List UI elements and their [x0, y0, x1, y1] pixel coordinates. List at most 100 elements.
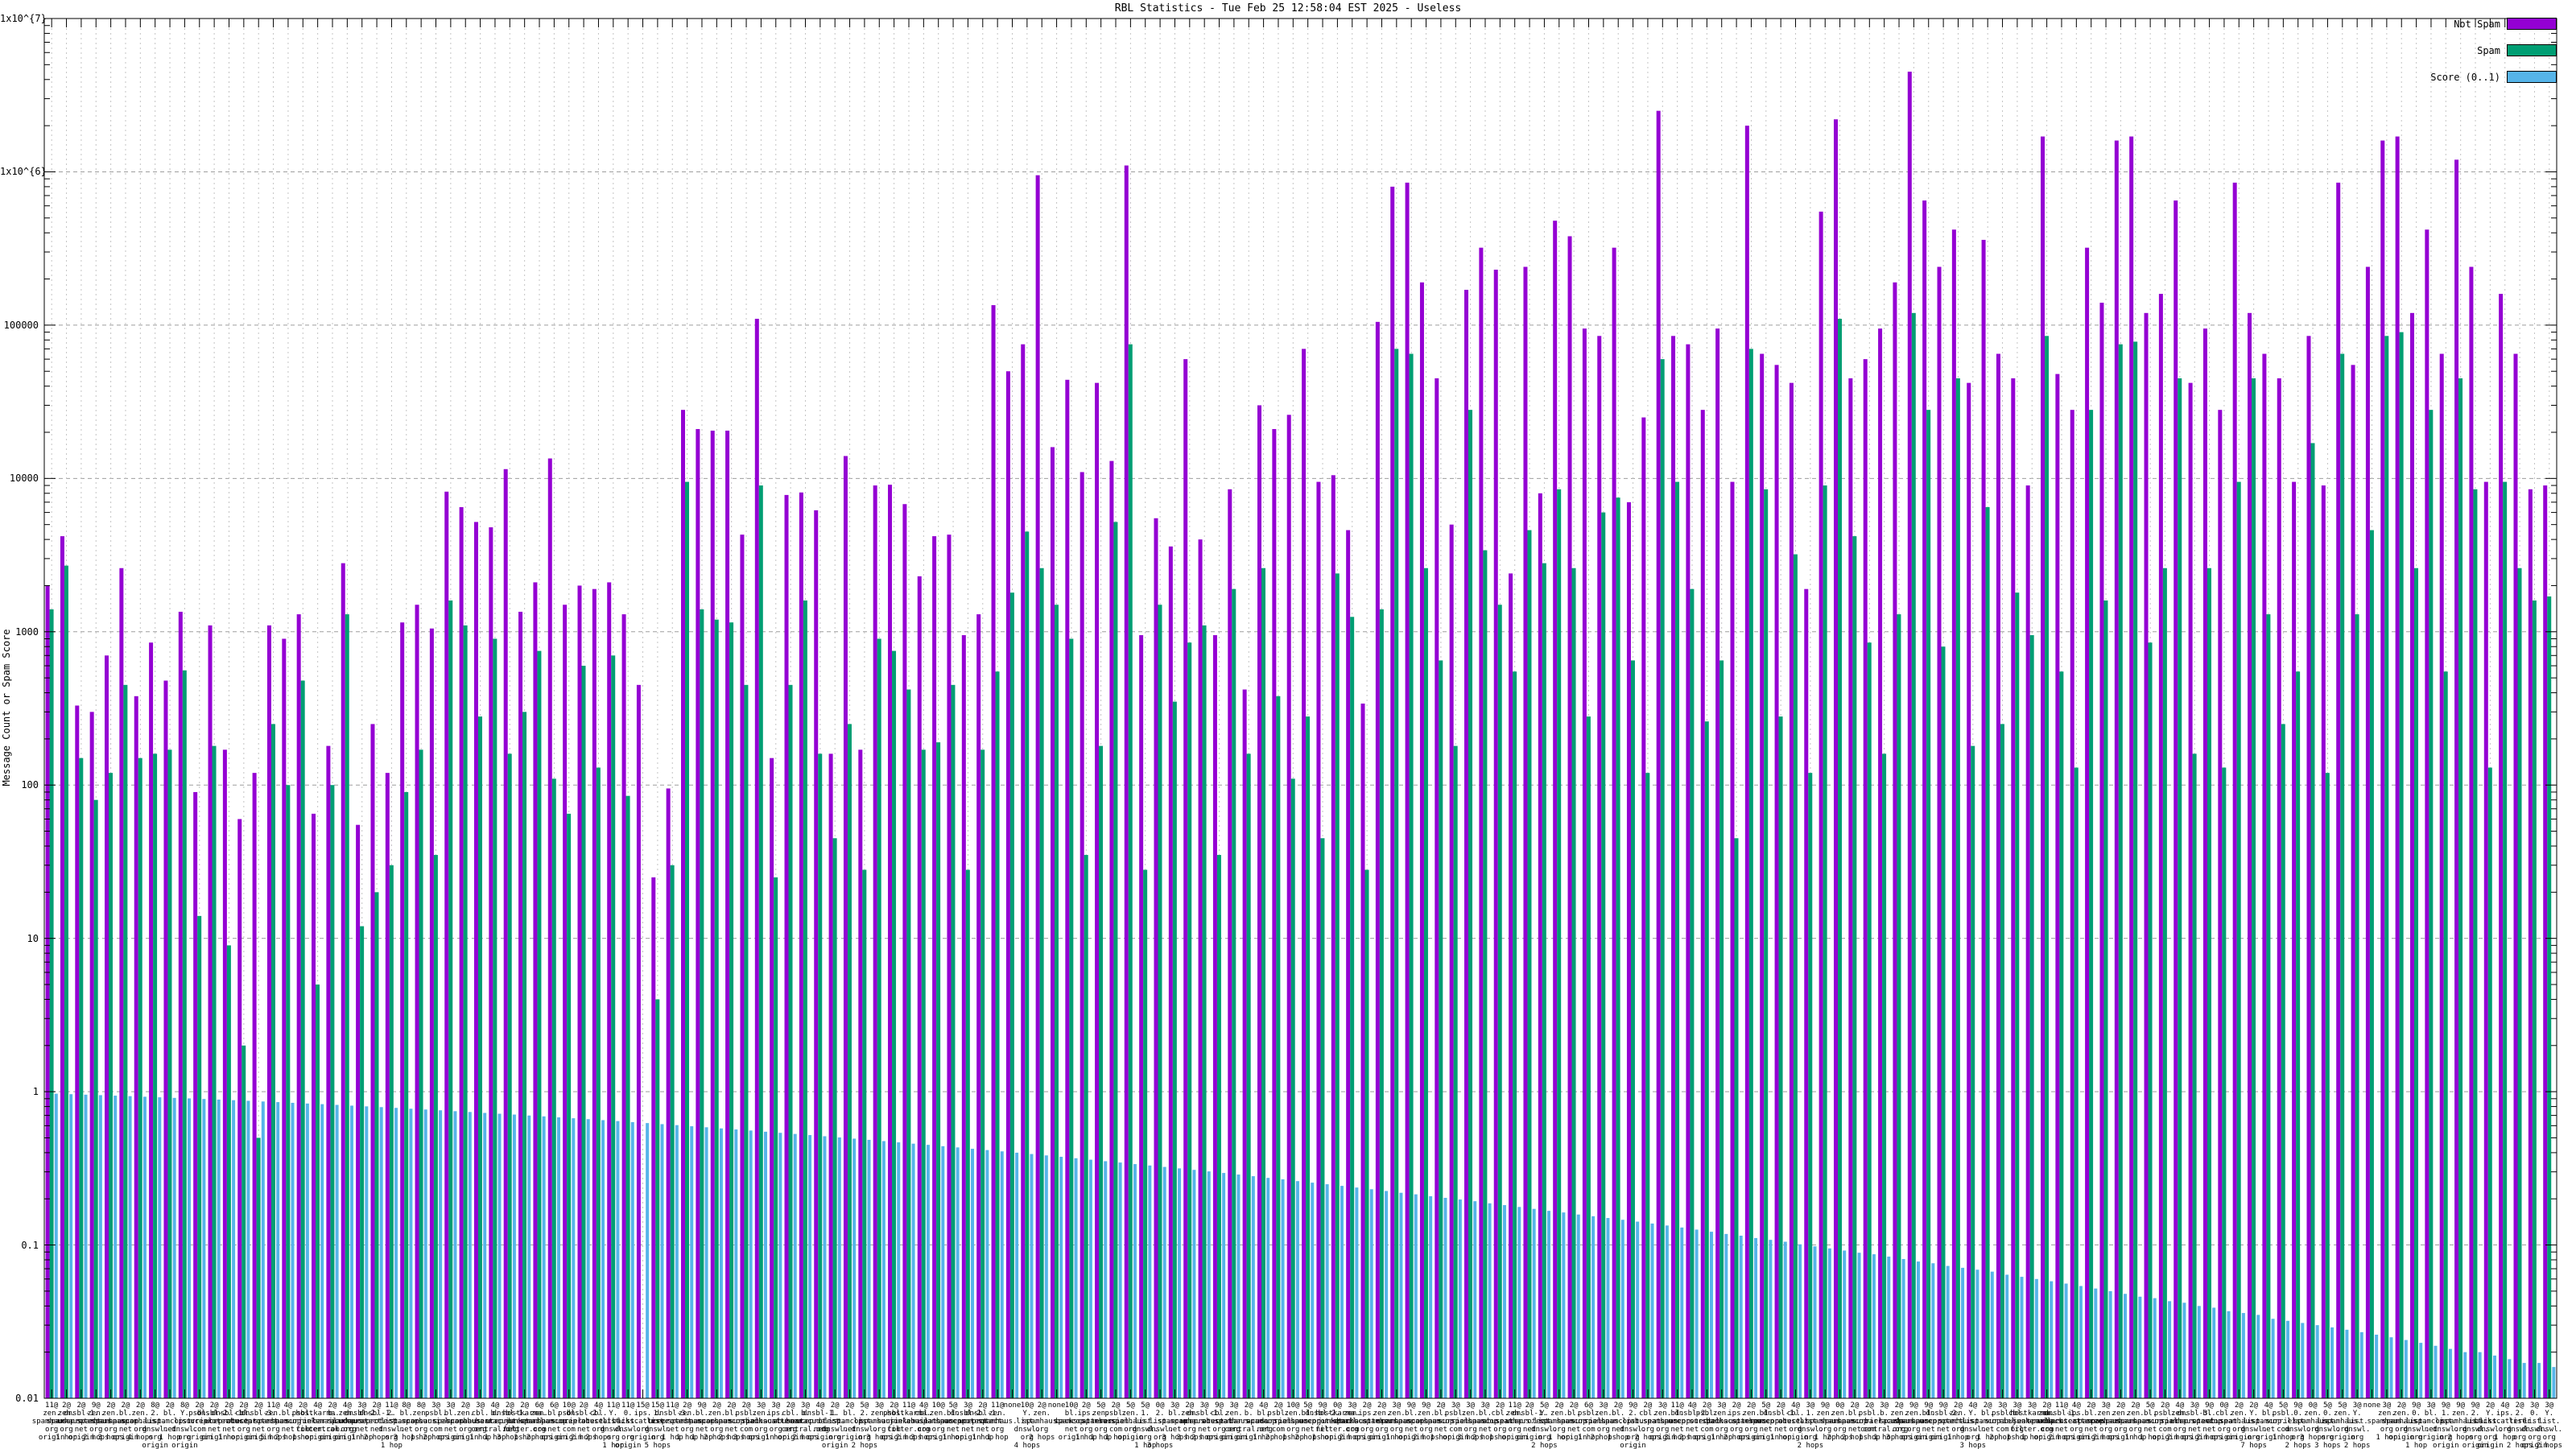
bar-not-spam: [991, 305, 996, 1399]
x-tick-label: 3@ zen. spamhaus. org 1 hop: [2367, 1402, 2407, 1442]
bar-not-spam: [1272, 428, 1277, 1398]
x-tick-label: 2@ zen. spamhaus. org 1 hop: [1938, 1402, 1978, 1442]
bar-score: [1576, 1214, 1580, 1398]
y-tick-label: 0.01: [15, 1393, 39, 1404]
x-tick-label: 4@ dnsbl-1. uceprotect. net origin: [796, 1402, 844, 1442]
bar-spam: [2222, 767, 2227, 1398]
bar-score: [2256, 1315, 2260, 1398]
bar-spam: [1882, 753, 1887, 1398]
bar-score: [1222, 1173, 1226, 1398]
bar-spam: [1926, 410, 1931, 1398]
bar-not-spam: [1050, 447, 1055, 1398]
bar-spam: [1128, 344, 1133, 1399]
bar-not-spam: [636, 684, 641, 1398]
bar-score: [232, 1100, 236, 1398]
x-tick-label: 4@ cbl. abuseat. org origin: [1777, 1402, 1814, 1442]
bar-score: [512, 1114, 516, 1398]
x-tick-label: 5@ bl. spamcop. net origin: [1748, 1402, 1784, 1442]
bar-spam: [1276, 696, 1281, 1398]
bar-spam: [1039, 568, 1044, 1398]
x-tick-label: 2@ ips. backscatterer. org origin: [1336, 1402, 1398, 1442]
bar-score: [158, 1097, 162, 1398]
bar-spam: [1335, 573, 1340, 1398]
bar-not-spam: [1818, 211, 1823, 1399]
y-tick-label: 100: [21, 779, 39, 791]
bar-not-spam: [518, 611, 523, 1398]
bar-spam: [700, 609, 704, 1398]
plot-border: [43, 18, 2557, 1399]
bar-score: [527, 1115, 531, 1398]
x-tick-label: 2@ zen. spamhaus. org origin: [2027, 1402, 2066, 1442]
x-tick-label: 9@ zen. spamhaus. org 2 hops: [1406, 1402, 1446, 1442]
bar-spam: [1867, 642, 1872, 1398]
bar-spam: [374, 892, 379, 1398]
bar-not-spam: [1538, 493, 1542, 1398]
x-tick-label: 11@ zen. spamhaus. org 5 hops: [254, 1402, 293, 1442]
bar-score: [749, 1130, 753, 1398]
x-tick-label: 0@ cbl. abuseat. org origin: [2207, 1402, 2242, 1442]
bar-not-spam: [1449, 524, 1454, 1398]
bar-not-spam: [75, 705, 80, 1398]
x-tick-label: 11@ zen. spamhaus. org origin: [1495, 1402, 1535, 1442]
bar-score: [1281, 1179, 1285, 1398]
x-tick-label: 8@ Y. list. dnswl. org origin: [171, 1402, 198, 1449]
bar-score: [1843, 1250, 1847, 1398]
bar-spam: [847, 724, 852, 1398]
x-tick-label: 4@ dnsbl-2. uceprotect. net 2 hops: [1668, 1402, 1716, 1442]
x-tick-label: 11@ 0. list. dnswl. org origin: [614, 1402, 642, 1449]
x-tick-label: 9@ dnsbl-2. uceprotect. net 1 hop: [1298, 1402, 1347, 1442]
bar-score: [734, 1129, 738, 1398]
y-tick-label: 100000: [3, 319, 39, 331]
bar-score: [128, 1096, 132, 1398]
bar-not-spam: [2336, 182, 2341, 1398]
bar-not-spam: [1656, 110, 1661, 1399]
bar-spam: [256, 1137, 261, 1398]
bar-spam: [892, 650, 897, 1398]
bar-spam: [951, 684, 956, 1398]
bar-spam: [1601, 512, 1606, 1398]
bar-score: [1813, 1246, 1817, 1398]
bar-score: [971, 1149, 975, 1398]
bar-not-spam: [1302, 349, 1307, 1398]
bar-score: [572, 1118, 576, 1398]
y-tick-label: 10: [27, 932, 39, 944]
x-tick-label: 3@ cbl. abuseat. org 1 hop: [2000, 1402, 2035, 1442]
bar-not-spam: [2129, 136, 2134, 1398]
bar-spam: [1394, 349, 1399, 1398]
bar-not-spam: [2041, 136, 2046, 1398]
bar-spam: [1113, 522, 1118, 1398]
bar-not-spam: [2011, 378, 2016, 1399]
bar-spam: [2310, 443, 2315, 1399]
x-tick-label: 3@ Y. list. dnswl. org 2 hops: [2536, 1402, 2563, 1449]
bar-not-spam: [503, 469, 508, 1399]
bar-not-spam: [1286, 415, 1291, 1398]
bar-not-spam: [814, 510, 819, 1399]
bar-not-spam: [828, 753, 833, 1398]
bar-not-spam: [266, 625, 271, 1398]
bar-score: [2168, 1301, 2172, 1398]
bar-spam: [2399, 332, 2404, 1398]
bar-spam: [270, 724, 275, 1398]
x-tick-label: 0@ zen. spamhaus. org 2 hops: [1820, 1402, 1860, 1442]
x-tick-label: 3@ dnsbl-2. uceprotect. net 1 hop: [337, 1402, 386, 1442]
bar-not-spam: [1582, 328, 1587, 1398]
x-tick-label: 5@ 1. list. dnswl. org 1 hop: [1132, 1402, 1158, 1449]
x-tick-label: 5@ psbl. surriel. com 1 hop: [2265, 1402, 2301, 1442]
bar-score: [365, 1106, 369, 1398]
bar-score: [84, 1094, 88, 1398]
x-tick-label: 10@ Y. list. dnswl. org 4 hops: [1013, 1402, 1041, 1449]
x-tick-label: 2@ dnsbl-1. uceprotect. net 1 hop: [1757, 1402, 1805, 1442]
bar-not-spam: [2543, 485, 2548, 1398]
bar-score: [1295, 1181, 1299, 1398]
x-tick-label: 2@ cbl. abuseat. org 2 hops: [1630, 1402, 1666, 1442]
bar-score: [1355, 1187, 1359, 1398]
bar-score: [690, 1126, 694, 1398]
bar-not-spam: [1154, 518, 1158, 1399]
x-tick-label: 9@ zen. spamhaus. org origin: [1894, 1402, 1934, 1442]
bar-spam: [788, 684, 793, 1398]
bar-score: [1104, 1161, 1108, 1398]
bar-spam: [655, 999, 660, 1398]
x-tick-label: 6@ bl. spamcop. net origin: [536, 1402, 572, 1442]
x-tick-label: 11@ 2. list. dnswl. org 1 hop: [378, 1402, 405, 1449]
bar-not-spam: [2292, 481, 2297, 1399]
